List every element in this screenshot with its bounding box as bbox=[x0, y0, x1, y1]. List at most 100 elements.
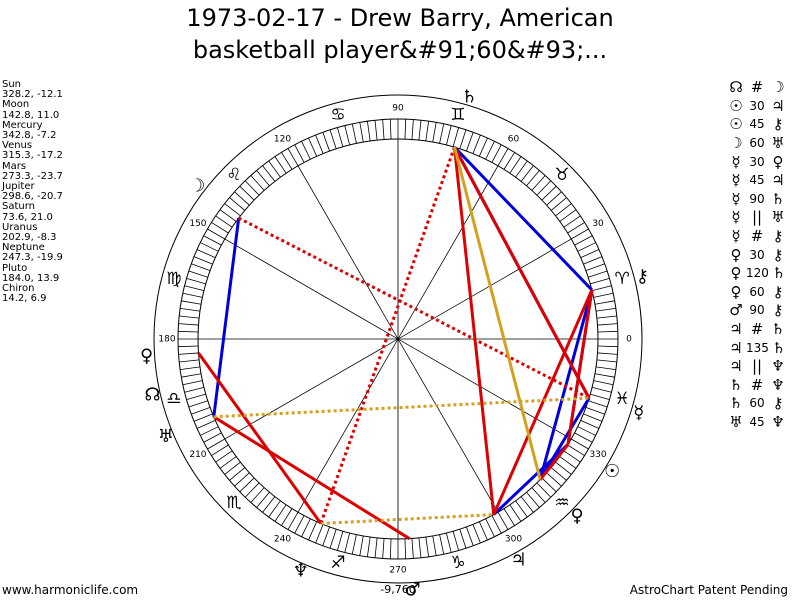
degree-tick bbox=[550, 467, 567, 481]
degree-tick bbox=[294, 515, 305, 534]
planet-name-venus: Venus bbox=[2, 140, 33, 152]
aspect-row: ♅ 45 ♆ bbox=[726, 413, 800, 432]
aspect-planet-2: ⚷ bbox=[772, 394, 784, 413]
degree-label: 330 bbox=[589, 450, 606, 460]
degree-tick bbox=[274, 156, 287, 174]
degree-tick bbox=[595, 366, 616, 371]
degree-tick bbox=[497, 512, 509, 530]
aspect-planet-2: ⚷ bbox=[772, 282, 784, 301]
degree-tick bbox=[411, 119, 414, 140]
degree-tick bbox=[404, 538, 407, 559]
zodiac-sign-glyph: ♑ bbox=[450, 553, 465, 573]
degree-tick bbox=[452, 531, 460, 551]
aspect-planet-1: ☉ bbox=[729, 96, 743, 115]
degree-tick bbox=[229, 467, 246, 481]
degree-tick bbox=[308, 521, 318, 541]
degree-tick bbox=[585, 263, 605, 271]
degree-tick bbox=[503, 508, 515, 526]
aspect-type: 90 bbox=[749, 303, 765, 318]
aspect-planet-2: ♅ bbox=[771, 208, 785, 227]
planet-name-moon: Moon bbox=[2, 99, 30, 111]
aspect-type: 30 bbox=[749, 154, 765, 169]
footer-patent-note: AstroChart Patent Pending bbox=[629, 583, 788, 597]
planet-name-saturn: Saturn bbox=[2, 201, 36, 213]
degree-tick bbox=[179, 359, 200, 363]
aspect-line bbox=[538, 397, 591, 481]
degree-tick bbox=[329, 529, 337, 549]
planet-position-list: Sun 328.2, -12.1 Moon 142.8, 11.0 Mercury 342… bbox=[2, 79, 63, 304]
aspect-planet-1: ☿ bbox=[731, 189, 741, 208]
degree-tick bbox=[591, 285, 612, 292]
degree-tick bbox=[188, 400, 208, 408]
aspect-line bbox=[212, 415, 411, 540]
degree-tick bbox=[559, 456, 577, 469]
degree-tick bbox=[287, 512, 299, 530]
degree-tick bbox=[184, 386, 205, 393]
degree-tick bbox=[404, 119, 407, 140]
degree-tick bbox=[531, 487, 546, 503]
degree-tick bbox=[234, 191, 250, 206]
degree-tick bbox=[262, 496, 276, 513]
degree-tick bbox=[329, 129, 337, 149]
degree-tick bbox=[583, 256, 603, 265]
degree-tick bbox=[593, 292, 614, 298]
aspect-planet-1: ♃ bbox=[729, 357, 743, 376]
aspect-planet-1: ♄ bbox=[729, 375, 743, 394]
aspect-planet-2: ♃ bbox=[771, 96, 785, 115]
planet-glyph-sun: ☉ bbox=[604, 461, 620, 482]
degree-tick bbox=[536, 180, 552, 196]
degree-tick bbox=[374, 120, 378, 141]
planet-glyph-saturn: ♄ bbox=[461, 86, 477, 107]
degree-tick bbox=[196, 419, 216, 429]
degree-tick bbox=[374, 537, 378, 558]
degree-tick bbox=[439, 534, 445, 555]
degree-tick bbox=[351, 534, 357, 555]
degree-tick bbox=[583, 413, 603, 422]
aspect-type: 120 bbox=[746, 266, 769, 281]
degree-tick bbox=[425, 121, 430, 142]
aspect-planet-2: ⚷ bbox=[772, 245, 784, 264]
degree-tick bbox=[571, 228, 589, 240]
degree-tick bbox=[485, 141, 495, 160]
degree-tick bbox=[366, 536, 371, 557]
degree-tick bbox=[485, 518, 495, 537]
aspect-type: 45 bbox=[749, 117, 765, 132]
aspect-type: # bbox=[750, 227, 764, 246]
degree-tick bbox=[274, 504, 287, 522]
degree-tick bbox=[366, 121, 371, 142]
degree-tick bbox=[207, 438, 225, 450]
degree-tick bbox=[389, 538, 392, 559]
degree-tick bbox=[546, 191, 562, 206]
degree-tick bbox=[344, 532, 351, 553]
degree-tick bbox=[497, 148, 509, 166]
degree-tick bbox=[526, 170, 540, 187]
aspect-row: ♀ 60 ⚷ bbox=[726, 283, 800, 302]
degree-tick bbox=[491, 144, 502, 163]
aspect-list: ☊ # ☽ ☉ 30 ♃ ☉ 45 ⚷ ☽ 60 ♅ ☿ 30 ♀ ☿ 45 ♃ ☿ 90 ♄ ☿ || ♅ ☿ # ⚷ ♀ 30 ⚷ ♀ 1… bbox=[726, 78, 800, 431]
aspect-planet-1: ☿ bbox=[731, 208, 741, 227]
degree-label: 0 bbox=[626, 335, 632, 345]
degree-tick bbox=[382, 538, 385, 559]
aspect-planet-2: ♀ bbox=[772, 152, 784, 171]
planet-glyph-pluto: ♀ bbox=[140, 346, 153, 367]
degree-tick bbox=[256, 170, 270, 187]
degree-tick bbox=[546, 472, 562, 487]
degree-label: 60 bbox=[508, 134, 520, 144]
degree-tick bbox=[585, 407, 605, 415]
aspect-row: ☊ # ☽ bbox=[726, 78, 800, 97]
aspect-row: ☿ 45 ♃ bbox=[726, 171, 800, 190]
degree-tick bbox=[215, 450, 233, 463]
degree-tick bbox=[596, 315, 617, 319]
degree-tick bbox=[571, 438, 589, 450]
degree-tick bbox=[178, 345, 199, 348]
degree-tick bbox=[563, 450, 581, 463]
degree-tick bbox=[541, 477, 557, 493]
planet-values-mercury: 342.8, -7.2 bbox=[2, 130, 57, 142]
aspect-planet-1: ♅ bbox=[729, 412, 743, 431]
degree-tick bbox=[478, 521, 488, 541]
degree-tick bbox=[256, 491, 270, 508]
aspect-planet-2: ♃ bbox=[771, 171, 785, 190]
planet-values-pluto: 184.0, 13.9 bbox=[2, 272, 60, 284]
degree-tick bbox=[567, 444, 585, 456]
aspect-type: # bbox=[750, 375, 764, 394]
